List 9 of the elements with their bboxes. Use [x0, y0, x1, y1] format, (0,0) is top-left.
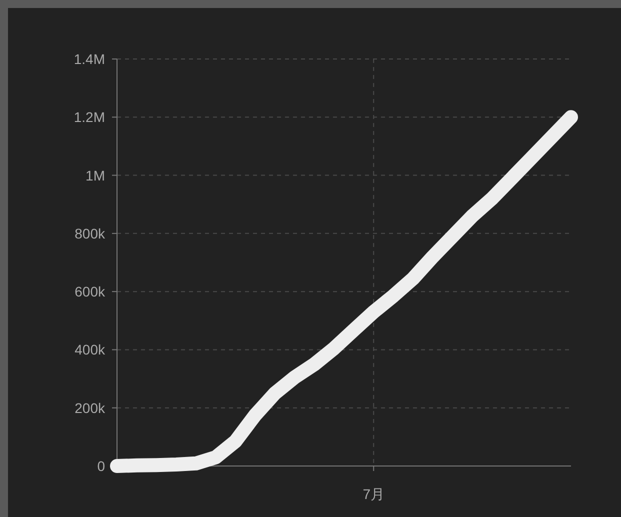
y-tick-label: 1.4M	[74, 51, 105, 67]
y-tick-label: 600k	[74, 284, 106, 300]
y-tick-label: 1.2M	[74, 109, 105, 126]
x-tick-label: 7月	[362, 486, 385, 502]
y-tick-label: 1M	[86, 167, 105, 184]
y-tick-label: 800k	[74, 225, 106, 242]
y-tick-label: 400k	[74, 342, 106, 358]
y-tick-label: 0	[97, 458, 106, 474]
y-tick-label: 200k	[74, 400, 106, 416]
